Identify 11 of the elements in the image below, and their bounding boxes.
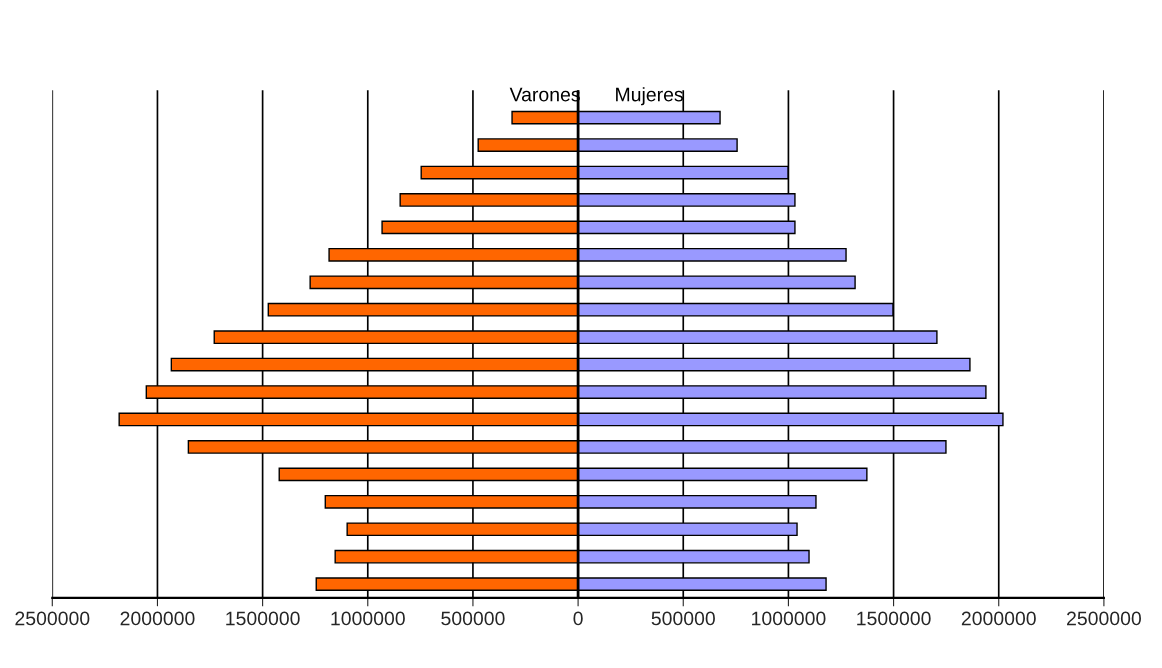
x-tick-label: 500000	[651, 611, 715, 626]
x-tick-label: 2000000	[120, 611, 195, 626]
x-tick-label: 2500000	[15, 611, 90, 626]
x-tick-label: 1500000	[226, 611, 300, 626]
x-tick-label: 2500000	[1067, 611, 1141, 626]
x-tick-label: 1000000	[331, 611, 405, 626]
x-tick-label: 2000000	[961, 611, 1036, 626]
x-tick-label: 0	[573, 611, 583, 626]
x-tick-label: 500000	[441, 611, 505, 626]
x-tick-label: 1500000	[857, 611, 931, 626]
x-tick-label: 1000000	[752, 611, 826, 626]
